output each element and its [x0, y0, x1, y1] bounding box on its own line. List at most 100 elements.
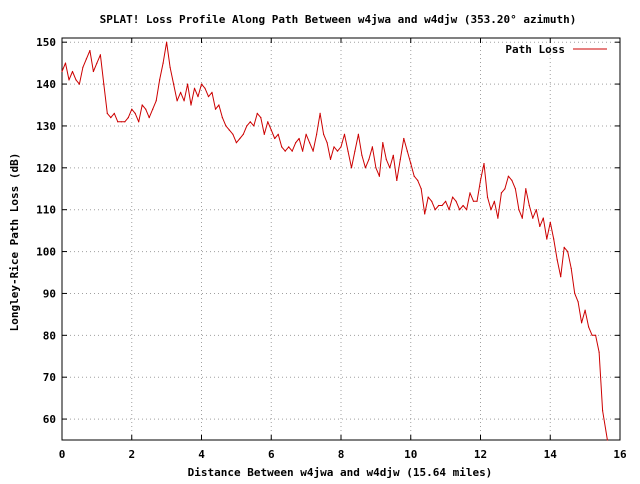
data-point	[106, 112, 108, 114]
x-tick-label: 14	[544, 448, 558, 461]
data-point	[131, 108, 133, 110]
data-point	[78, 83, 80, 85]
data-point	[92, 70, 94, 73]
y-tick-label: 110	[36, 204, 56, 217]
data-point	[155, 100, 157, 102]
data-point	[329, 158, 332, 160]
data-point	[553, 238, 555, 240]
data-point	[326, 142, 328, 144]
data-point	[350, 167, 353, 169]
legend-label: Path Loss	[505, 43, 565, 56]
data-point	[113, 112, 115, 114]
data-point	[567, 251, 569, 253]
data-point	[378, 175, 380, 177]
data-point	[284, 150, 286, 152]
data-point	[445, 200, 447, 202]
x-tick-label: 8	[338, 448, 345, 461]
data-point	[263, 133, 265, 135]
x-tick-label: 2	[128, 448, 135, 461]
data-point	[270, 129, 272, 131]
data-point	[204, 87, 206, 89]
data-point	[169, 66, 171, 68]
data-point	[574, 292, 576, 294]
legend: Path Loss	[505, 43, 607, 56]
x-tick-label: 6	[268, 448, 275, 461]
data-point	[253, 125, 255, 127]
data-point	[246, 125, 248, 127]
data-point	[235, 142, 237, 144]
x-tick-label: 0	[59, 448, 66, 461]
data-point	[176, 100, 178, 102]
data-point	[483, 163, 485, 165]
x-axis-label: Distance Between w4jwa and w4djw (15.64 …	[188, 466, 493, 479]
data-point	[274, 137, 276, 140]
data-point	[598, 351, 600, 353]
data-point	[232, 133, 234, 135]
chart-title: SPLAT! Loss Profile Along Path Between w…	[100, 13, 577, 26]
data-point	[138, 121, 140, 123]
x-tick-label: 4	[198, 448, 205, 461]
data-point	[173, 83, 175, 85]
data-point	[452, 196, 454, 198]
grid-layer	[62, 38, 620, 440]
data-point	[469, 192, 471, 194]
data-point	[434, 209, 436, 211]
y-tick-label: 100	[36, 246, 56, 259]
data-point	[305, 133, 307, 135]
data-point	[61, 70, 63, 73]
x-tick-label: 12	[474, 448, 487, 461]
y-axis-label: Longley-Rice Path Loss (dB)	[8, 153, 21, 332]
data-point	[242, 133, 244, 135]
data-point	[256, 112, 258, 114]
data-point	[507, 175, 509, 177]
data-point	[459, 209, 461, 211]
data-point	[438, 204, 440, 207]
data-point	[200, 83, 203, 85]
data-point	[602, 410, 604, 412]
x-tick-label: 10	[404, 448, 417, 461]
data-point	[431, 200, 433, 202]
data-point	[103, 83, 105, 85]
data-point	[340, 146, 342, 148]
data-point	[221, 117, 223, 119]
data-point	[472, 200, 475, 202]
data-point	[466, 209, 468, 211]
data-point	[420, 188, 422, 190]
data-point	[145, 108, 147, 110]
data-point	[595, 334, 597, 336]
data-point	[364, 167, 366, 169]
data-point	[570, 267, 572, 269]
data-point	[591, 334, 593, 336]
data-point	[281, 146, 283, 148]
data-point	[162, 62, 164, 64]
data-point	[148, 117, 150, 119]
data-point	[85, 58, 87, 60]
data-point	[581, 322, 583, 324]
data-point	[521, 217, 523, 219]
data-point	[211, 91, 213, 93]
data-point	[504, 188, 506, 190]
data-point	[417, 179, 419, 181]
data-point	[389, 167, 391, 169]
data-point	[392, 154, 394, 156]
data-point	[228, 129, 230, 131]
data-point	[347, 150, 349, 152]
data-point	[606, 439, 609, 441]
data-point	[288, 146, 290, 148]
data-point	[319, 112, 321, 114]
data-point	[518, 209, 520, 211]
data-point	[124, 121, 126, 123]
data-point	[316, 133, 318, 135]
data-point	[190, 104, 192, 106]
data-point	[68, 79, 70, 81]
data-point	[127, 117, 129, 119]
data-point	[207, 96, 210, 98]
data-point	[96, 62, 98, 64]
data-point	[71, 70, 74, 73]
data-point	[183, 100, 185, 102]
data-point	[479, 179, 482, 181]
data-point	[560, 276, 562, 278]
data-point	[375, 167, 377, 169]
